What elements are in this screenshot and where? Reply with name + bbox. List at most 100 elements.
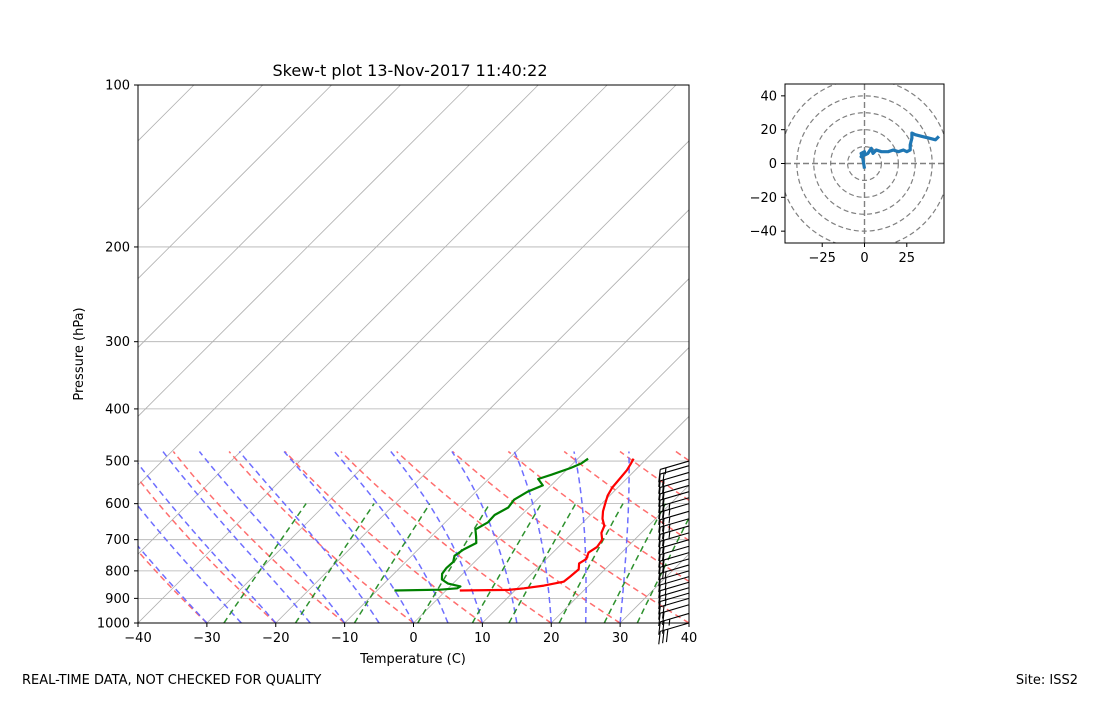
y-tick-label: 1000 [97, 617, 130, 632]
mixing-ratio-line [294, 503, 375, 623]
isobar-isotherm-grid [0, 85, 689, 623]
wind-barb [658, 552, 690, 575]
hodograph-rings [785, 84, 944, 243]
isotherm-gridline [138, 85, 264, 211]
hodograph-y-tick-label: −40 [750, 225, 777, 240]
dry-adiabat [138, 477, 277, 623]
hodograph-y-ticks: 40 20 0 −20 −40 [750, 89, 785, 240]
wind-barb [658, 497, 690, 520]
y-tick-label: 700 [105, 533, 130, 548]
mixing-ratio-line [417, 503, 491, 623]
isotherm-gridline [206, 140, 689, 623]
quality-disclaimer: REAL-TIME DATA, NOT CHECKED FOR QUALITY [22, 673, 322, 688]
dewpoint-line [394, 457, 589, 592]
isotherm-gridline [138, 85, 332, 280]
moist-adiabat [138, 462, 277, 623]
wind-barb [658, 510, 690, 533]
isotherm-gridline [482, 415, 689, 623]
isotherm-gridline [138, 85, 401, 349]
isotherm-gridline [619, 553, 689, 623]
wind-barbs [658, 460, 690, 645]
dry-adiabat [284, 450, 483, 623]
dry-adiabat [138, 550, 208, 623]
y-tick-label: 800 [105, 564, 130, 579]
y-tick-label: 400 [105, 402, 130, 417]
moist-adiabat [333, 451, 449, 623]
y-axis-ticks: 100 200 300 400 500 600 700 800 900 1000 [97, 79, 138, 632]
wind-barb [658, 518, 690, 541]
x-tick-label: −20 [262, 631, 289, 646]
x-tick-label: 20 [543, 631, 560, 646]
mixing-ratio-line [223, 503, 307, 623]
hodograph-plot: −25 0 25 40 20 0 −20 −40 [750, 83, 945, 266]
hodograph-x-tick-label: 25 [899, 251, 916, 266]
hodograph-line [859, 131, 941, 169]
isotherm-gridline [138, 85, 608, 555]
wind-barb [658, 622, 690, 645]
mixing-ratio-line [471, 503, 542, 623]
moist-adiabat [138, 544, 208, 623]
dry-adiabat [675, 450, 689, 462]
moist-adiabat [573, 451, 587, 623]
dry-adiabat [732, 452, 1034, 624]
wind-barb [658, 525, 690, 548]
isotherm-gridline [138, 85, 539, 486]
moist-adiabat [162, 451, 311, 623]
hodograph-y-tick-label: 40 [760, 89, 777, 104]
x-axis-label: Temperature (C) [359, 652, 466, 667]
x-tick-label: −40 [124, 631, 151, 646]
isotherm-gridline [275, 209, 689, 623]
hodograph-y-tick-label: −20 [750, 191, 777, 206]
wind-barb [658, 564, 690, 587]
y-tick-label: 600 [105, 497, 130, 512]
mixing-ratio-line [353, 503, 431, 623]
hodograph-y-tick-label: 0 [769, 157, 777, 172]
y-tick-label: 900 [105, 592, 130, 607]
x-tick-label: 40 [681, 631, 698, 646]
moist-adiabat [238, 451, 380, 623]
dry-adiabat [619, 450, 689, 502]
y-tick-label: 300 [105, 335, 130, 350]
y-tick-label: 200 [105, 240, 130, 255]
moist-adiabat [619, 451, 630, 623]
isotherm-gridline [413, 346, 689, 623]
moist-adiabat [138, 504, 242, 623]
wind-barb [658, 471, 690, 494]
wind-barb [658, 484, 690, 507]
wind-barb [658, 545, 690, 568]
isotherm-gridline [138, 85, 195, 142]
mixing-ratio-line [636, 516, 689, 623]
hodograph-x-tick-label: −25 [808, 251, 835, 266]
temperature-line [459, 458, 635, 592]
wind-barb [658, 532, 690, 555]
x-tick-label: 0 [409, 631, 417, 646]
moist-adiabat [198, 451, 346, 623]
wind-barb [658, 558, 690, 581]
dry-adiabat [507, 450, 689, 583]
dry-adiabat [788, 452, 1100, 624]
sounding-series [394, 457, 635, 592]
isotherm-gridline [138, 85, 677, 623]
isotherm-gridline [550, 484, 689, 623]
wind-barb [658, 460, 690, 483]
y-axis-label: Pressure (hPa) [72, 307, 87, 400]
range-ring [846, 145, 883, 182]
moist-adiabat [451, 451, 518, 623]
dry-adiabat [172, 451, 346, 623]
dry-adiabat [452, 450, 689, 623]
adiabat-lines [138, 450, 1100, 624]
isotherm-gridline [0, 85, 56, 623]
wind-barb [658, 491, 690, 514]
x-axis-ticks: −40 −30 −20 −10 0 10 20 30 40 [124, 623, 697, 646]
isotherm-gridline [344, 278, 689, 623]
x-tick-label: 30 [612, 631, 629, 646]
isotherm-gridline [138, 85, 470, 417]
hodograph-x-ticks: −25 0 25 [808, 243, 915, 266]
dry-adiabat [396, 450, 621, 623]
dry-adiabat [563, 450, 689, 542]
site-label: Site: ISS2 [1015, 673, 1078, 688]
skewt-plot: −40 −30 −20 −10 0 10 20 30 40 100200300400500600… [0, 61, 1100, 667]
wind-barb [658, 478, 690, 501]
